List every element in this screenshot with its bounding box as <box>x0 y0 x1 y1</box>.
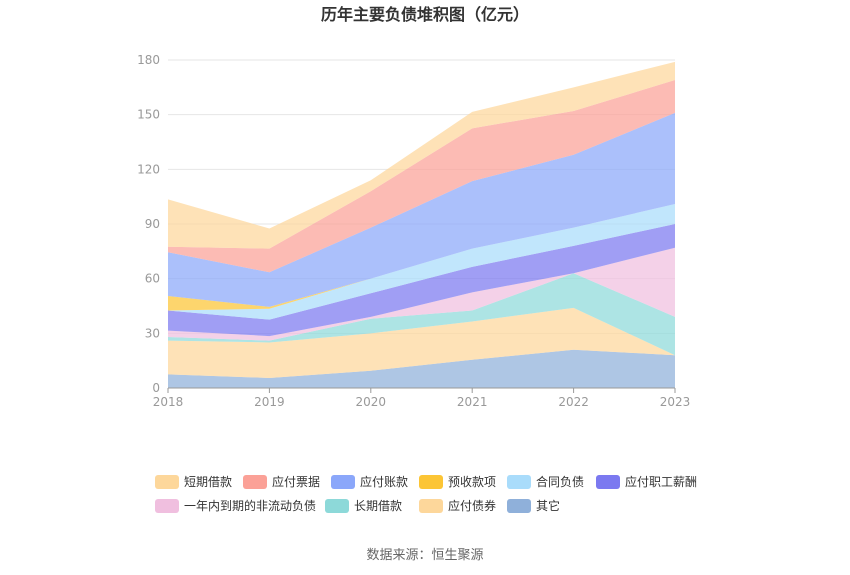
area-series-5 <box>168 203 675 320</box>
legend-label: 预收款项 <box>448 475 496 489</box>
y-tick-label: 150 <box>137 108 160 122</box>
x-tick-label: 2019 <box>254 395 285 409</box>
area-series <box>168 61 675 388</box>
area-series-8 <box>168 80 675 273</box>
legend-label: 应付债券 <box>448 498 496 513</box>
legend-swatch <box>325 499 349 513</box>
area-series-4 <box>168 224 675 337</box>
y-tick-label: 90 <box>145 217 160 231</box>
x-tick-label: 2022 <box>558 395 589 409</box>
x-tick-label: 2021 <box>457 395 488 409</box>
legend-swatch <box>596 475 620 489</box>
y-tick-label: 120 <box>137 162 160 176</box>
legend-item[interactable]: 应付票据 <box>243 474 320 489</box>
legend-swatch <box>155 475 179 489</box>
legend-item[interactable]: 合同负债 <box>507 474 584 489</box>
legend-item[interactable]: 应付债券 <box>419 498 496 513</box>
legend-label: 其它 <box>536 498 560 513</box>
area-series-1 <box>168 307 675 378</box>
x-tick-label: 2018 <box>153 395 184 409</box>
area-series-9 <box>168 61 675 249</box>
legend-swatch <box>155 499 179 513</box>
legend-swatch <box>419 475 443 489</box>
area-series-7 <box>168 112 675 307</box>
legend-label: 合同负债 <box>536 474 584 489</box>
legend-label: 应付职工薪酬 <box>625 474 697 489</box>
legend-label: 长期借款 <box>354 499 402 513</box>
legend-label: 一年内到期的非流动负债 <box>184 498 316 513</box>
legend-swatch <box>507 499 531 513</box>
area-series-2 <box>168 273 675 356</box>
legend-item[interactable]: 长期借款 <box>325 499 402 513</box>
y-tick-label: 30 <box>145 326 160 340</box>
legend-item[interactable]: 应付账款 <box>331 474 408 489</box>
x-tick-label: 2020 <box>356 395 387 409</box>
legend-label: 应付账款 <box>360 474 408 489</box>
legend-swatch <box>507 475 531 489</box>
y-tick-label: 0 <box>152 381 160 395</box>
legend-label: 短期借款 <box>184 475 232 489</box>
y-tick-label: 180 <box>137 53 160 67</box>
chart-title: 历年主要负债堆积图（亿元） <box>321 5 529 24</box>
legend-swatch <box>331 475 355 489</box>
area-series-0 <box>168 349 675 388</box>
legend-item[interactable]: 一年内到期的非流动负债 <box>155 498 316 513</box>
data-source: 数据来源：恒生聚源 <box>366 548 483 563</box>
legend-item[interactable]: 其它 <box>507 498 560 513</box>
x-tick-label: 2023 <box>660 395 691 409</box>
legend-label: 应付票据 <box>272 474 320 489</box>
legend-swatch <box>243 475 267 489</box>
legend-swatch <box>419 499 443 513</box>
y-tick-label: 60 <box>145 272 160 286</box>
axes: 0 30 60 90 120 150 180 2018 2019 2020 2021 2022 2023 <box>137 53 690 409</box>
legend-item[interactable]: 应付职工薪酬 <box>596 474 697 489</box>
legend-item[interactable]: 短期借款 <box>155 475 232 489</box>
legend-item[interactable]: 预收款项 <box>419 475 496 489</box>
